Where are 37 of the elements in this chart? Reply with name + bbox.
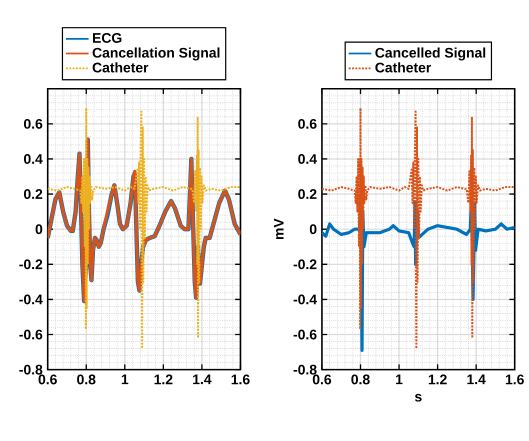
y-tick-label: -0.8 xyxy=(19,364,42,374)
y-tick-label: 0.2 xyxy=(24,189,42,199)
x-tick-label: 0.6 xyxy=(38,374,57,384)
y-tick-label: 0.6 xyxy=(24,118,42,129)
x-axis-title: s xyxy=(414,394,422,402)
y-axis-title: mV xyxy=(274,218,284,240)
legend-label: Cancelled Signal xyxy=(375,47,486,60)
x-tick-label: 1.2 xyxy=(154,374,172,384)
legend-label: Catheter xyxy=(375,62,432,72)
legend-label: ECG xyxy=(93,32,122,43)
y-tick-label: 0 xyxy=(36,224,42,234)
y-tick-label: -0.6 xyxy=(294,330,317,340)
y-tick-label: 0.2 xyxy=(298,189,316,199)
x-tick-label: 1.6 xyxy=(232,374,250,384)
y-tick-label: 0.4 xyxy=(24,154,43,164)
x-tick-label: 0.6 xyxy=(312,374,332,384)
y-tick-label: 0.4 xyxy=(298,154,317,164)
y-tick-label: 0.6 xyxy=(298,118,317,129)
legend-label: Catheter xyxy=(92,62,148,72)
legend-label: Cancellation Signal xyxy=(92,47,220,60)
line-series xyxy=(322,106,515,350)
y-tick-label: 0 xyxy=(310,224,316,234)
x-tick-label: 0.8 xyxy=(77,374,96,384)
y-tick-label: -0.2 xyxy=(294,259,316,270)
line-series xyxy=(48,106,240,350)
y-tick-label: -0.4 xyxy=(294,294,317,304)
y-tick-label: -0.2 xyxy=(19,259,42,270)
x-tick-label: 1 xyxy=(122,374,128,384)
x-tick-label: 1 xyxy=(396,374,403,384)
y-tick-label: -0.6 xyxy=(19,330,42,340)
x-tick-label: 1.6 xyxy=(506,374,524,384)
y-tick-label: -0.8 xyxy=(294,364,317,374)
x-tick-label: 1.4 xyxy=(193,374,212,384)
y-tick-label: -0.4 xyxy=(19,294,43,304)
x-tick-label: 1.4 xyxy=(467,374,486,384)
x-tick-label: 0.8 xyxy=(351,374,370,384)
x-tick-label: 1.2 xyxy=(428,374,447,384)
